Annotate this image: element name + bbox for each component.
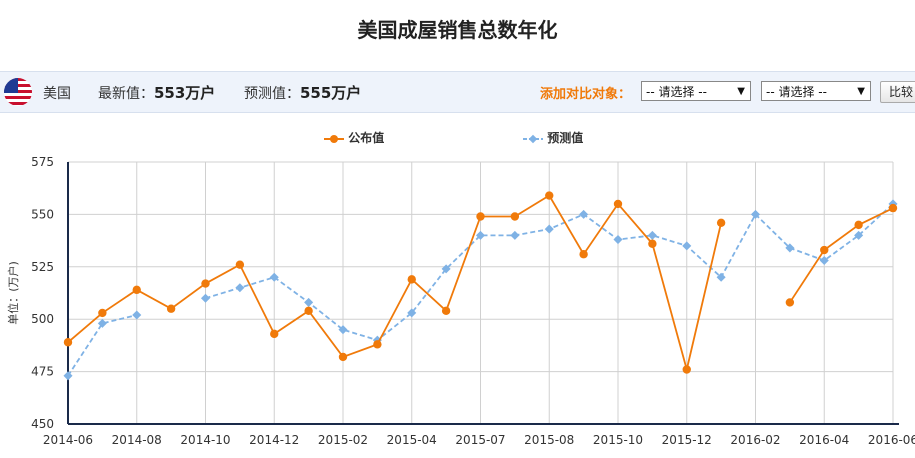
point-forecast	[510, 230, 520, 240]
point-published	[98, 308, 107, 318]
legend-published[interactable]: 公布值	[324, 129, 384, 146]
x-tick-label: 2014-06	[43, 433, 93, 447]
x-tick-label: 2015-02	[318, 433, 368, 447]
y-tick-label: 525	[31, 260, 54, 274]
point-published	[820, 245, 829, 255]
info-bar: 美国 最新值：553万户 预测值：555万户 添加对比对象： -- 请选择 --…	[0, 71, 915, 113]
point-published	[304, 306, 313, 316]
x-tick-label: 2015-10	[593, 433, 643, 447]
x-tick-label: 2015-12	[662, 433, 712, 447]
point-published	[785, 298, 795, 307]
x-tick-label: 2015-07	[455, 433, 505, 447]
series-line-published	[67, 194, 723, 370]
x-tick-label: 2014-08	[112, 433, 162, 447]
point-forecast	[132, 310, 142, 320]
dropdown-arrow-icon: ▼	[857, 86, 865, 97]
compare-select-1[interactable]: -- 请选择 -- ▼	[641, 81, 751, 101]
point-published	[476, 212, 485, 221]
y-tick-label: 550	[31, 207, 54, 221]
point-forecast	[304, 297, 314, 307]
series-line-published	[789, 207, 894, 303]
y-axis-label: 单位：(万户)	[6, 261, 20, 325]
point-published	[270, 329, 279, 339]
x-tick-label: 2016-04	[799, 433, 849, 447]
compare-select-2[interactable]: -- 请选择 -- ▼	[761, 81, 871, 101]
point-published	[201, 279, 210, 288]
point-published	[235, 260, 245, 269]
point-forecast	[200, 293, 211, 303]
point-published	[613, 199, 623, 209]
point-published	[579, 250, 588, 259]
x-tick-label: 2016-06	[868, 433, 915, 447]
y-tick-label: 500	[31, 312, 54, 326]
y-tick-label: 475	[31, 365, 54, 379]
point-forecast	[647, 230, 657, 240]
point-published	[63, 338, 73, 347]
us-flag-icon	[4, 78, 32, 106]
legend-forecast-marker	[523, 134, 543, 143]
latest-value: 最新值：553万户	[98, 84, 216, 102]
point-forecast	[579, 209, 589, 219]
country-name: 美国	[43, 86, 71, 102]
point-forecast	[63, 371, 73, 381]
point-published	[510, 212, 520, 221]
forecast-value: 预测值：555万户	[244, 84, 362, 102]
y-tick-label: 575	[31, 155, 54, 169]
dropdown-arrow-icon: ▼	[737, 86, 745, 97]
point-published	[407, 275, 416, 284]
point-forecast	[819, 255, 829, 266]
point-published	[545, 191, 554, 200]
x-tick-label: 2014-10	[180, 433, 230, 447]
compare-button[interactable]: 比较	[880, 81, 915, 103]
y-tick-label: 450	[31, 417, 54, 431]
point-published	[132, 285, 141, 295]
x-tick-label: 2015-08	[524, 433, 574, 447]
point-forecast	[613, 235, 623, 245]
legend-forecast[interactable]: 预测值	[523, 129, 583, 146]
point-forecast	[544, 224, 554, 234]
point-forecast	[97, 318, 107, 328]
point-published	[888, 203, 898, 213]
point-forecast	[682, 241, 692, 251]
legend-published-marker	[324, 134, 344, 143]
point-published	[373, 340, 382, 349]
x-tick-label: 2014-12	[249, 433, 299, 447]
point-forecast	[235, 283, 245, 293]
point-published	[854, 220, 863, 230]
point-published	[441, 306, 451, 316]
point-published	[648, 239, 657, 248]
page-title: 美国成屋销售总数年化	[357, 18, 558, 42]
point-published	[338, 352, 348, 362]
point-published	[682, 365, 691, 374]
point-published	[166, 304, 176, 313]
series-line-forecast	[67, 314, 137, 377]
compare-label: 添加对比对象：	[540, 87, 632, 102]
x-tick-label: 2016-02	[730, 433, 780, 447]
point-published	[716, 218, 726, 227]
x-tick-label: 2015-04	[387, 433, 437, 447]
